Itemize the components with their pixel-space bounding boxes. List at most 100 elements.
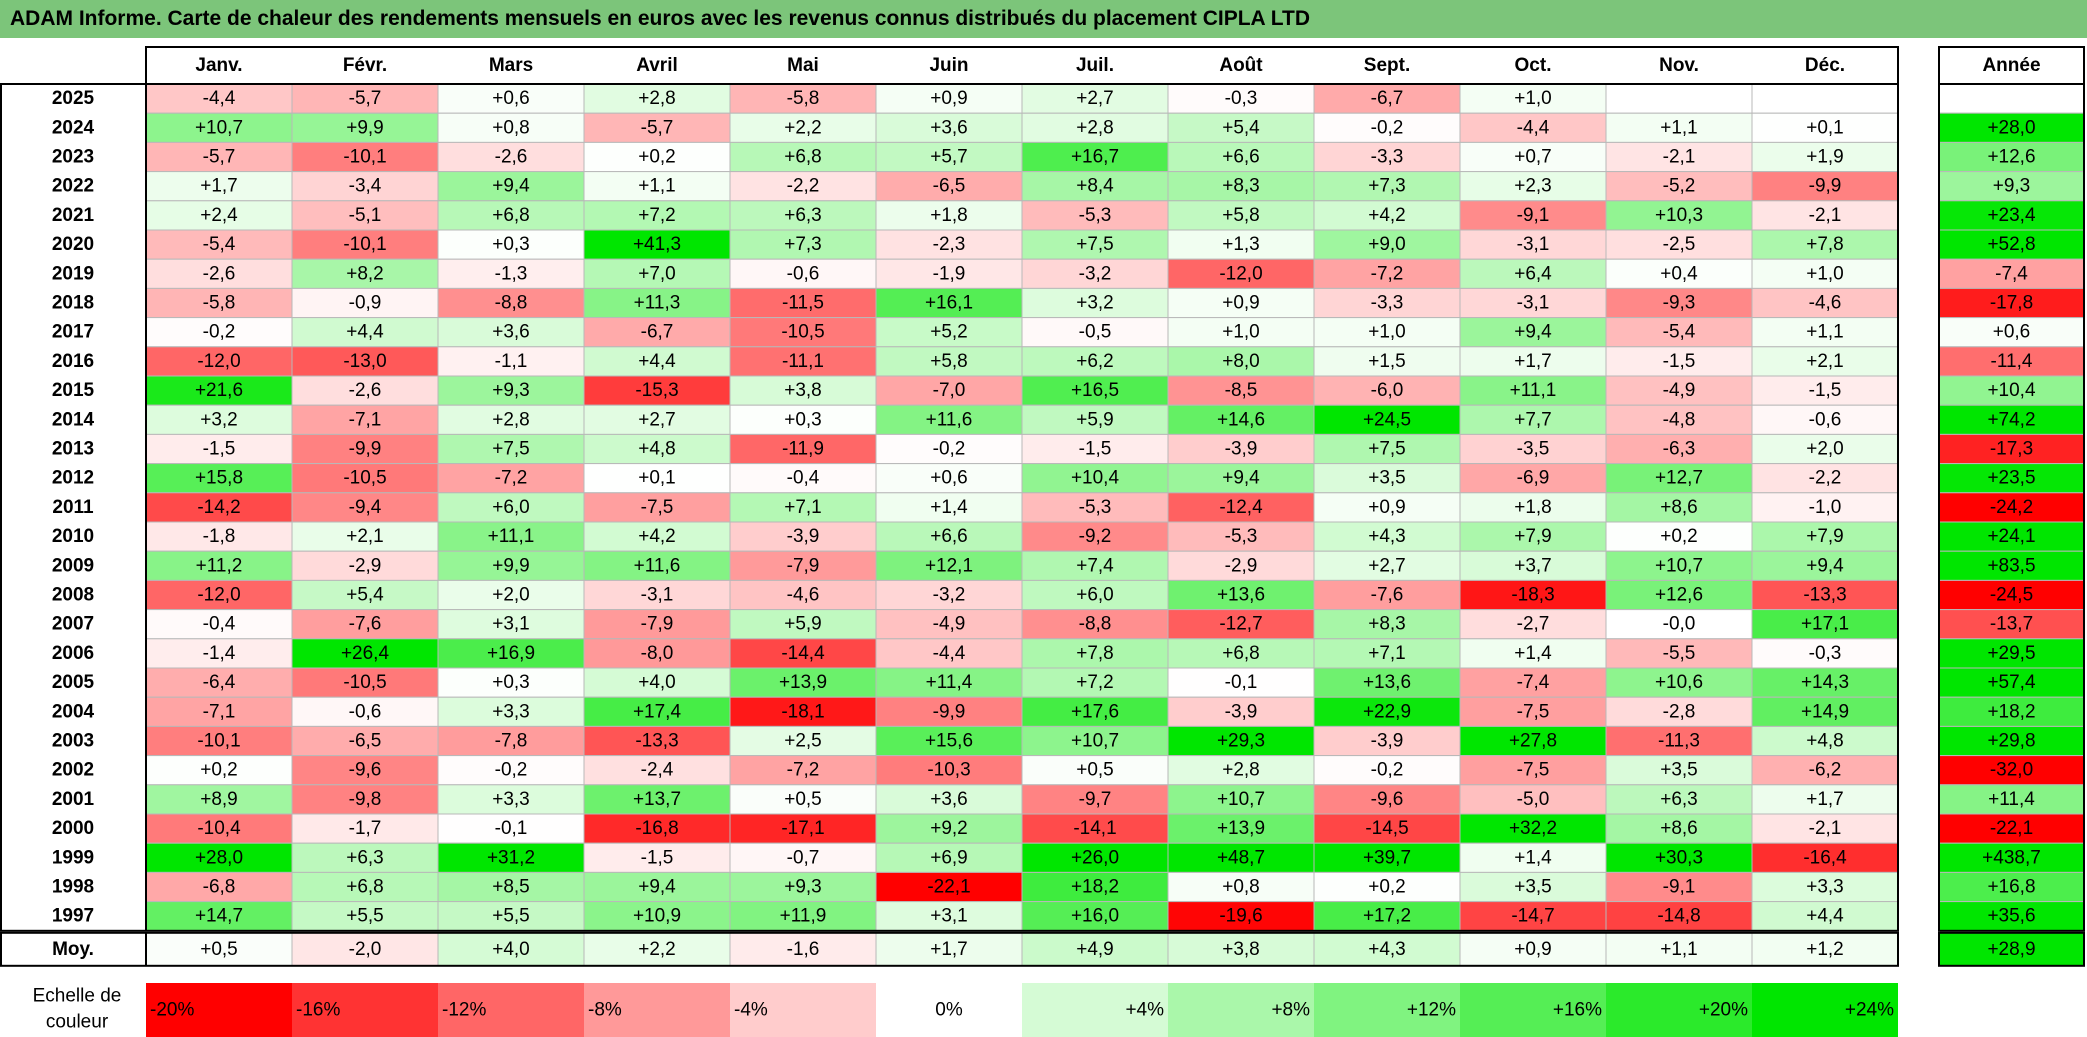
cell-value-2003-4: -13,3 — [635, 731, 678, 752]
cell-value-2016-4: +4,4 — [638, 351, 676, 372]
cell-value-2002-2: -9,6 — [349, 760, 382, 781]
cell-value-2004-3: +3,3 — [492, 701, 530, 722]
cell-value-2003-6: +15,6 — [925, 731, 973, 752]
heatmap-cell-2003-4 — [583, 725, 731, 757]
heatmap-cell-2002-10 — [1459, 755, 1607, 786]
cell-value-1999-5: -0,7 — [787, 847, 820, 868]
heatmap-cell-2018-9 — [1313, 287, 1461, 319]
cell-value-2018-3: -8,8 — [495, 293, 528, 314]
cell-value-2003-1: -10,1 — [197, 731, 240, 752]
heatmap-cell-2016-1 — [145, 346, 293, 377]
cell-value-2020-10: -3,1 — [1517, 234, 1550, 255]
heatmap-cell-2017-3 — [437, 317, 585, 348]
cell-value-2016-5: -11,1 — [782, 351, 824, 372]
heatmap-cell-1999-11 — [1605, 842, 1753, 873]
month-header-12: Déc. — [1805, 55, 1845, 76]
month-header-border — [145, 46, 1899, 85]
cell-value-2022-9: +7,3 — [1368, 176, 1406, 197]
cell-value-2015-11: -4,9 — [1663, 380, 1696, 401]
cell-value-2007-12: +17,1 — [1801, 614, 1849, 635]
cell-value-2017-1: -0,2 — [203, 322, 236, 343]
annual-value-2007: -13,7 — [1990, 614, 2033, 635]
cell-value-2017-12: +1,1 — [1806, 322, 1844, 343]
cell-value-2003-2: -6,5 — [349, 731, 382, 752]
annual-value-2017: +0,6 — [1993, 322, 2031, 343]
heatmap-cell-2020-9 — [1313, 229, 1461, 260]
year-label-2021: 2021 — [52, 205, 95, 226]
cell-value-2016-12: +2,1 — [1806, 351, 1844, 372]
cell-value-2004-6: -9,9 — [933, 701, 966, 722]
heatmap-cell-2021-9 — [1313, 200, 1461, 231]
cell-value-2005-9: +13,6 — [1363, 672, 1411, 693]
heatmap-cell-2009-3 — [437, 550, 585, 581]
cell-value-2011-9: +0,9 — [1368, 497, 1406, 518]
heatmap-cell-2016-7 — [1021, 346, 1169, 377]
cell-value-2019-6: -1,9 — [933, 263, 966, 284]
heatmap-cell-2006-6 — [875, 638, 1023, 669]
heatmap-cell-2005-5 — [729, 667, 877, 698]
heatmap-cell-2003-8 — [1167, 725, 1315, 757]
heatmap-cell-2006-2 — [291, 638, 439, 669]
heatmap-cell-2000-3 — [437, 813, 585, 844]
heatmap-cell-2016-4 — [583, 346, 731, 377]
heatmap-cell-2020-5 — [729, 229, 877, 260]
cell-value-2010-9: +4,3 — [1368, 526, 1406, 547]
heatmap-cell-2022-9 — [1313, 171, 1461, 202]
heatmap-cell-2013-11 — [1605, 433, 1753, 465]
cell-value-2009-8: -2,9 — [1225, 555, 1258, 576]
cell-value-2014-12: -0,6 — [1809, 409, 1842, 430]
cell-value-2024-8: +5,4 — [1222, 117, 1260, 138]
heatmap-cell-2021-4 — [583, 200, 731, 231]
heatmap-cell-2000-6 — [875, 813, 1023, 844]
cell-value-2020-1: -5,4 — [203, 234, 236, 255]
cell-value-2011-2: -9,4 — [349, 497, 382, 518]
cell-value-1998-12: +3,3 — [1806, 877, 1844, 898]
average-value-6: +1,7 — [930, 939, 968, 960]
cell-value-2013-6: -0,2 — [933, 439, 966, 460]
cell-value-2003-11: -11,3 — [1658, 731, 1700, 752]
heatmap-cell-2001-3 — [437, 784, 585, 815]
average-cell-10 — [1459, 932, 1607, 967]
cell-value-2010-1: -1,8 — [203, 526, 236, 547]
cell-value-2005-7: +7,2 — [1076, 672, 1114, 693]
heatmap-cell-2007-2 — [291, 609, 439, 640]
average-value-3: +4,0 — [492, 939, 530, 960]
cell-value-2021-7: -5,3 — [1079, 205, 1112, 226]
heatmap-cell-2012-5 — [729, 463, 877, 494]
cell-value-2006-7: +7,8 — [1076, 643, 1114, 664]
average-value-12: +1,2 — [1806, 939, 1844, 960]
cell-value-2008-2: +5,4 — [346, 585, 384, 606]
cell-value-2023-7: +16,7 — [1071, 147, 1119, 168]
average-value-11: +1,1 — [1660, 939, 1698, 960]
heatmap-cell-2023-7 — [1021, 141, 1169, 173]
heatmap-cell-2012-7 — [1021, 463, 1169, 494]
heatmap-cell-2006-12 — [1751, 638, 1899, 669]
cell-value-1999-9: +39,7 — [1363, 847, 1411, 868]
heatmap-cell-2000-8 — [1167, 813, 1315, 844]
heatmap-cell-2001-12 — [1751, 784, 1899, 815]
scale-swatch-4 — [584, 983, 730, 1037]
heatmap-cell-2005-11 — [1605, 667, 1753, 698]
rows-border — [0, 83, 1899, 932]
cell-value-2000-10: +32,2 — [1509, 818, 1557, 839]
scale-swatch-7 — [1022, 983, 1168, 1037]
cell-value-2013-2: -9,9 — [349, 439, 382, 460]
heatmap-cell-2008-3 — [437, 579, 585, 611]
heatmap-cell-2017-2 — [291, 317, 439, 348]
month-header-10: Oct. — [1515, 55, 1552, 76]
annual-value-2004: +18,2 — [1987, 701, 2035, 722]
heatmap-cell-2007-4 — [583, 609, 731, 640]
heatmap-cell-1997-11 — [1605, 901, 1753, 932]
cell-value-2018-10: -3,1 — [1517, 293, 1550, 314]
cell-value-2009-7: +7,4 — [1076, 555, 1114, 576]
heatmap-cell-2001-10 — [1459, 784, 1607, 815]
cell-value-2012-12: -2,2 — [1809, 468, 1842, 489]
cell-value-2018-11: -9,3 — [1663, 293, 1696, 314]
heatmap-cell-1997-5 — [729, 901, 877, 932]
cell-value-2025-3: +0,6 — [492, 88, 530, 109]
cell-value-2001-2: -9,8 — [349, 789, 382, 810]
heatmap-cell-2011-8 — [1167, 492, 1315, 523]
heatmap-cell-2009-11 — [1605, 550, 1753, 581]
heatmap-cell-2013-4 — [583, 433, 731, 465]
cell-value-2024-9: -0,2 — [1371, 117, 1404, 138]
